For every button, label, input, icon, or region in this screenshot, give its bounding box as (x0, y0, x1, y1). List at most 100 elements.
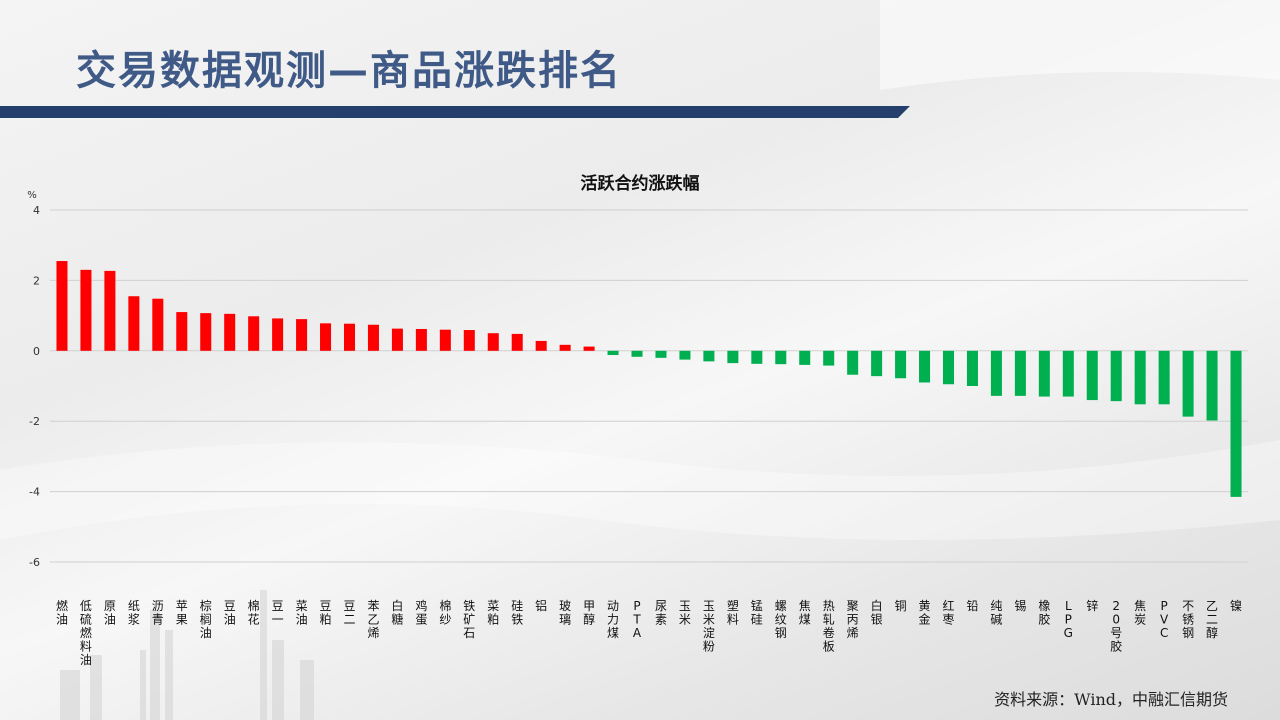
bar (1038, 350, 1050, 397)
x-tick-label: 豆二 (343, 599, 355, 627)
x-tick-label: 苯乙烯 (367, 599, 379, 640)
x-tick-label: 不锈钢 (1182, 599, 1194, 640)
x-tick-label: 低硫燃料油 (80, 599, 92, 667)
bar (56, 261, 68, 351)
x-tick-label: 甲醇 (583, 599, 595, 627)
bar (942, 350, 955, 385)
bar (511, 333, 523, 351)
bar (631, 350, 643, 357)
x-tick-label: 纯碱 (990, 599, 1002, 627)
x-tick-label: 豆一 (272, 599, 284, 627)
bar (966, 350, 978, 386)
x-tick-label: 铜 (895, 598, 907, 613)
bar (1134, 350, 1146, 405)
bar (104, 270, 116, 351)
x-tick-label: 焦炭 (1134, 599, 1146, 627)
bar (751, 350, 763, 364)
x-tick-label: 菜粕 (487, 599, 499, 627)
bar (607, 350, 619, 356)
bar (343, 323, 356, 351)
bar (559, 344, 571, 351)
bar (727, 350, 739, 364)
bar (1014, 350, 1026, 396)
x-tick-label: 玉米 (679, 599, 691, 627)
x-axis-labels: 燃油低硫燃料油原油纸浆沥青苹果棕榈油豆油棉花豆一菜油豆粕豆二苯乙烯白糖鸡蛋棉纱铁… (56, 598, 1242, 667)
bar (200, 313, 212, 351)
x-tick-label: 锡 (1014, 598, 1026, 613)
y-tick-label: -4 (29, 486, 40, 499)
x-tick-label: 塑料 (727, 598, 739, 627)
bar (296, 319, 308, 351)
x-tick-label: 白糖 (391, 598, 403, 627)
x-tick-label: 螺纹钢 (775, 599, 787, 640)
x-tick-label: 镍 (1230, 599, 1242, 613)
x-tick-label: 锌 (1086, 599, 1098, 613)
bar (1230, 350, 1242, 497)
bar (799, 350, 811, 365)
bar (1062, 350, 1074, 397)
bar (823, 350, 835, 366)
x-tick-label: 玻璃 (559, 599, 571, 627)
x-tick-label: 尿素 (655, 599, 667, 627)
y-tick-label: 4 (33, 204, 40, 217)
bar (224, 313, 236, 351)
bars (56, 261, 1242, 497)
header-band (0, 106, 910, 118)
bar (1158, 350, 1170, 405)
x-tick-label: 沥青 (152, 599, 164, 627)
chart-title: 活跃合约涨跌幅 (581, 173, 700, 194)
bar (391, 328, 403, 351)
x-tick-label: 铝 (535, 598, 547, 613)
x-tick-label: 原油 (104, 599, 116, 627)
x-tick-label: 菜油 (296, 599, 308, 627)
bar (919, 350, 931, 383)
bar (990, 350, 1002, 396)
x-tick-label: 黄金 (919, 599, 931, 627)
bar (679, 350, 691, 360)
y-tick-label: 0 (33, 345, 40, 358)
x-tick-label: 红枣 (942, 598, 954, 627)
x-tick-label: 2 0 号胶 (1110, 599, 1122, 654)
bar (272, 318, 284, 351)
x-tick-label: 棕榈油 (200, 598, 212, 640)
bar (367, 324, 379, 351)
source-note: 资料来源：Wind，中融汇信期货 (994, 690, 1228, 709)
x-tick-label: 热轧卷板 (823, 599, 835, 654)
bar (1086, 350, 1098, 401)
x-tick-label: 玉米淀粉 (703, 599, 715, 654)
x-tick-label: 豆粕 (320, 599, 332, 627)
bar (1182, 350, 1194, 417)
bar (535, 340, 547, 351)
bar (895, 350, 907, 379)
bar (248, 316, 260, 351)
bar (80, 269, 92, 351)
x-tick-label: 橡胶 (1038, 599, 1050, 627)
x-tick-label: 燃油 (56, 598, 68, 627)
x-tick-label: 硅铁 (511, 599, 523, 627)
bar (775, 350, 787, 365)
x-tick-label: 白银 (871, 598, 883, 627)
bar (463, 330, 475, 351)
y-tick-label: 2 (33, 274, 40, 287)
bar (655, 350, 667, 358)
bar (871, 350, 883, 377)
bar (128, 296, 140, 351)
bar (152, 298, 164, 351)
y-axis-ticks: 4 2 0 -2 -4 -6 (29, 204, 40, 569)
x-tick-label: 铁矿石 (463, 599, 475, 640)
bar (487, 333, 499, 351)
y-tick-label: -6 (29, 556, 40, 569)
x-tick-label: 乙二醇 (1206, 599, 1218, 640)
x-tick-label: 棉花 (248, 599, 260, 627)
x-tick-label: 棉纱 (439, 599, 451, 627)
page-title: 交易数据观测—商品涨跌排名 (76, 48, 622, 94)
bar (320, 323, 332, 351)
x-tick-label: 聚丙烯 (847, 599, 859, 640)
x-tick-label: 铅 (966, 599, 978, 613)
bar (1206, 350, 1218, 421)
bar (583, 346, 595, 351)
